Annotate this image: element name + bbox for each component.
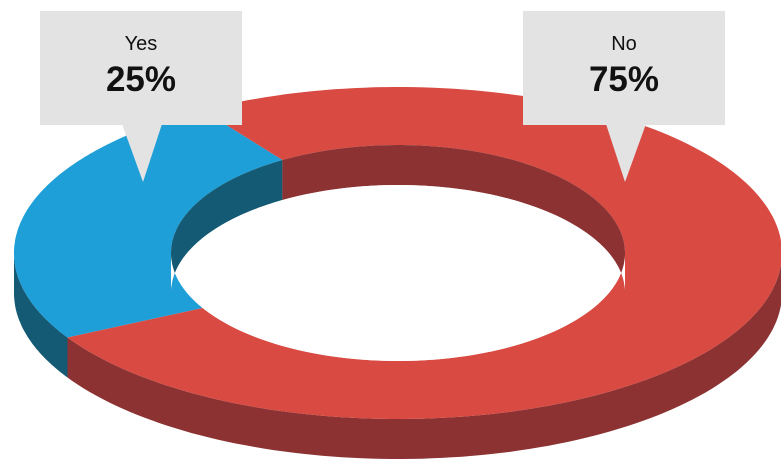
callout-no-value: 75% [588,60,660,99]
slice-inner-wall-yes [171,160,283,293]
callout-no-pointer [606,124,646,182]
slice-no [67,87,781,419]
callout-yes-pointer [122,124,162,182]
slice-inner-wall-no [282,145,625,292]
callout-yes-value: 25% [105,60,177,99]
slice-outer-wall-no [67,264,781,459]
callout-yes: Yes 25% [40,11,242,125]
callout-no: No 75% [523,11,725,125]
slice-yes [14,110,283,338]
donut-hole [171,185,625,361]
callout-yes-label: Yes [124,33,158,55]
callout-no-label: No [611,33,637,55]
slice-outer-wall-yes [14,253,68,378]
